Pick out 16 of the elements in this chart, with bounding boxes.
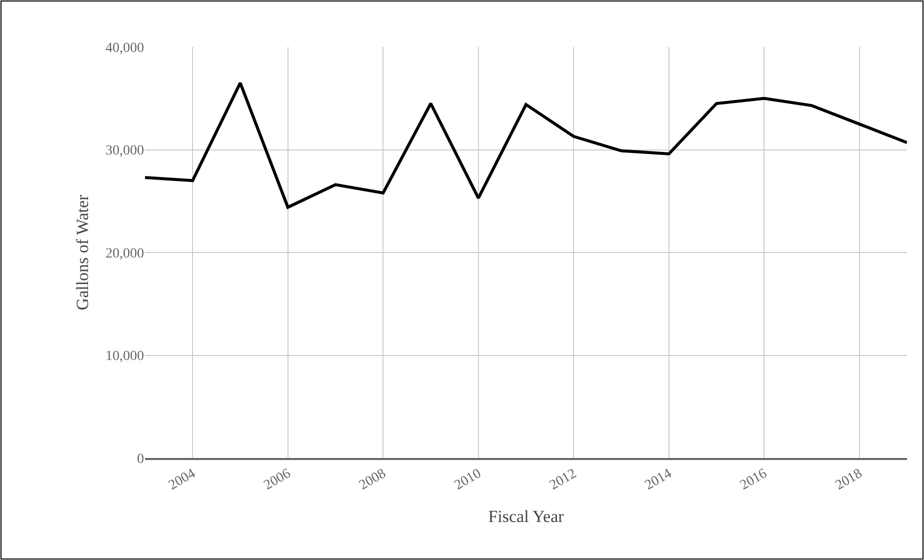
line-series bbox=[145, 81, 907, 209]
x-axis-title: Fiscal Year bbox=[488, 507, 564, 526]
y-tick-label: 20,000 bbox=[106, 246, 144, 262]
y-axis-title: Gallons of Water bbox=[73, 194, 92, 310]
x-tick-label: 2016 bbox=[738, 466, 770, 494]
x-tick-label: 2012 bbox=[547, 466, 580, 494]
x-tick-label: 2010 bbox=[452, 466, 484, 494]
x-tick-label: 2008 bbox=[356, 466, 389, 494]
x-tick-label: 2014 bbox=[642, 466, 674, 494]
y-tick-label: 0 bbox=[137, 452, 144, 467]
y-tick-label: 10,000 bbox=[106, 349, 144, 364]
x-tick-label: 2006 bbox=[262, 466, 294, 494]
y-tick-label: 40,000 bbox=[106, 40, 144, 56]
y-tick-label: 30,000 bbox=[106, 144, 144, 159]
x-tick-label: 2004 bbox=[166, 466, 198, 494]
x-tick-label: 2018 bbox=[833, 466, 865, 494]
